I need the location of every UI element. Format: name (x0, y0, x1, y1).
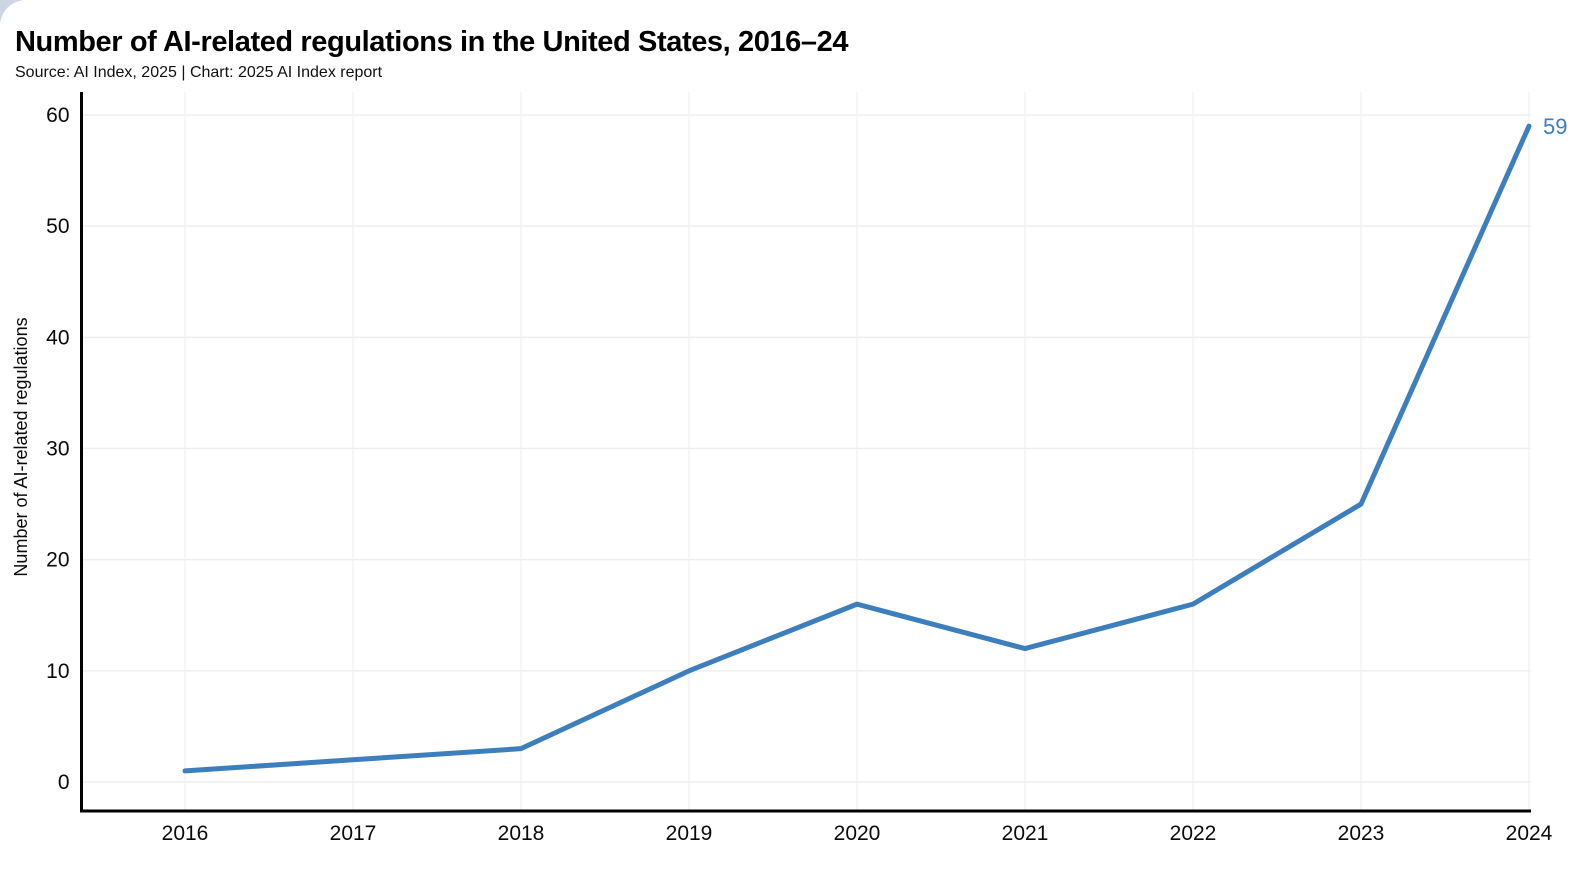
y-tick-label: 10 (46, 660, 69, 683)
x-tick-label: 2017 (330, 822, 377, 845)
x-tick-label: 2022 (1170, 822, 1217, 845)
x-tick-label: 2019 (666, 822, 713, 845)
y-tick-label: 30 (46, 438, 69, 461)
chart-title: Number of AI-related regulations in the … (15, 26, 849, 58)
chart-source-caption: Source: AI Index, 2025 | Chart: 2025 AI … (15, 64, 383, 81)
end-point-value-label: 59 (1543, 114, 1567, 139)
y-tick-label: 20 (46, 549, 69, 572)
y-axis-title: Number of AI-related regulations (11, 317, 31, 576)
x-tick-label: 2023 (1338, 822, 1385, 845)
y-tick-label: 0 (58, 771, 70, 794)
x-tick-label: 2020 (834, 822, 881, 845)
y-tick-label: 50 (46, 215, 69, 238)
x-tick-label: 2021 (1002, 822, 1049, 845)
x-tick-label: 2016 (162, 822, 209, 845)
y-tick-label: 40 (46, 326, 69, 349)
y-tick-label: 60 (46, 104, 69, 127)
data-line-united-states (182, 123, 1532, 774)
x-tick-label: 2024 (1506, 822, 1553, 845)
x-tick-label: 2018 (498, 822, 545, 845)
